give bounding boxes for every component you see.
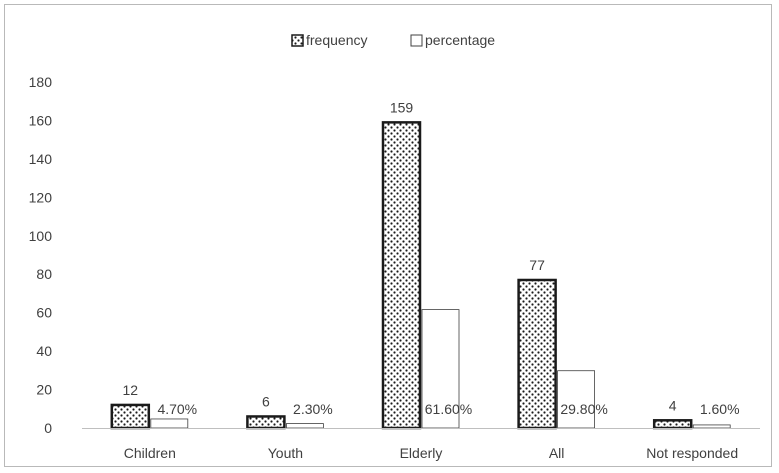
y-tick-label: 140	[29, 151, 53, 167]
data-label-percentage: 1.60%	[700, 401, 740, 417]
x-tick-label: All	[549, 445, 565, 461]
bar-frequency-elderly	[381, 121, 422, 430]
data-label-frequency: 159	[390, 99, 414, 115]
bar-frequency-youth	[246, 415, 286, 430]
legend-label-frequency: frequency	[306, 32, 367, 48]
y-axis-ticks: 0 20 40 60 80 100 120 140 160 180	[29, 74, 53, 436]
y-tick-label: 120	[29, 189, 53, 205]
data-labels: 12 4.70% 6 2.30% 159 61.60% 77 29.80% 4 1.60%	[123, 99, 740, 417]
y-tick-label: 80	[36, 266, 52, 282]
bar-percentage-all	[557, 370, 595, 429]
y-tick-label: 0	[44, 420, 52, 436]
y-tick-label: 20	[36, 382, 52, 398]
x-tick-label: Children	[124, 445, 176, 461]
y-tick-label: 60	[36, 305, 52, 321]
data-label-percentage: 61.60%	[425, 401, 472, 417]
bar-frequency-children	[110, 403, 151, 430]
y-tick-label: 160	[29, 112, 53, 128]
x-axis-ticks: Children Youth Elderly All Not responded	[124, 445, 738, 461]
bar-frequency-not-responded	[652, 419, 693, 430]
data-label-percentage: 29.80%	[560, 401, 607, 417]
legend-swatch-percentage	[410, 34, 423, 47]
x-tick-label: Not responded	[646, 445, 738, 461]
x-tick-label: Elderly	[400, 445, 443, 461]
data-label-percentage: 2.30%	[293, 401, 333, 417]
y-tick-label: 100	[29, 228, 53, 244]
bar-percentage-youth	[285, 423, 324, 429]
data-label-frequency: 6	[262, 393, 270, 409]
bar-percentage-elderly	[421, 309, 460, 429]
data-label-frequency: 12	[123, 382, 139, 398]
data-label-percentage: 4.70%	[157, 401, 197, 417]
bar-percentage-not-responded	[692, 424, 731, 429]
bar-frequency-all	[517, 278, 557, 430]
legend-label-percentage: percentage	[425, 32, 495, 48]
legend: frequency percentage	[291, 32, 495, 48]
data-label-frequency: 4	[669, 397, 677, 413]
y-tick-label: 40	[36, 343, 52, 359]
x-tick-label: Youth	[268, 445, 303, 461]
bar-percentage-children	[150, 418, 189, 429]
y-tick-label: 180	[29, 74, 53, 90]
legend-swatch-frequency	[291, 34, 304, 47]
bars	[110, 121, 731, 430]
data-label-frequency: 77	[529, 257, 545, 273]
